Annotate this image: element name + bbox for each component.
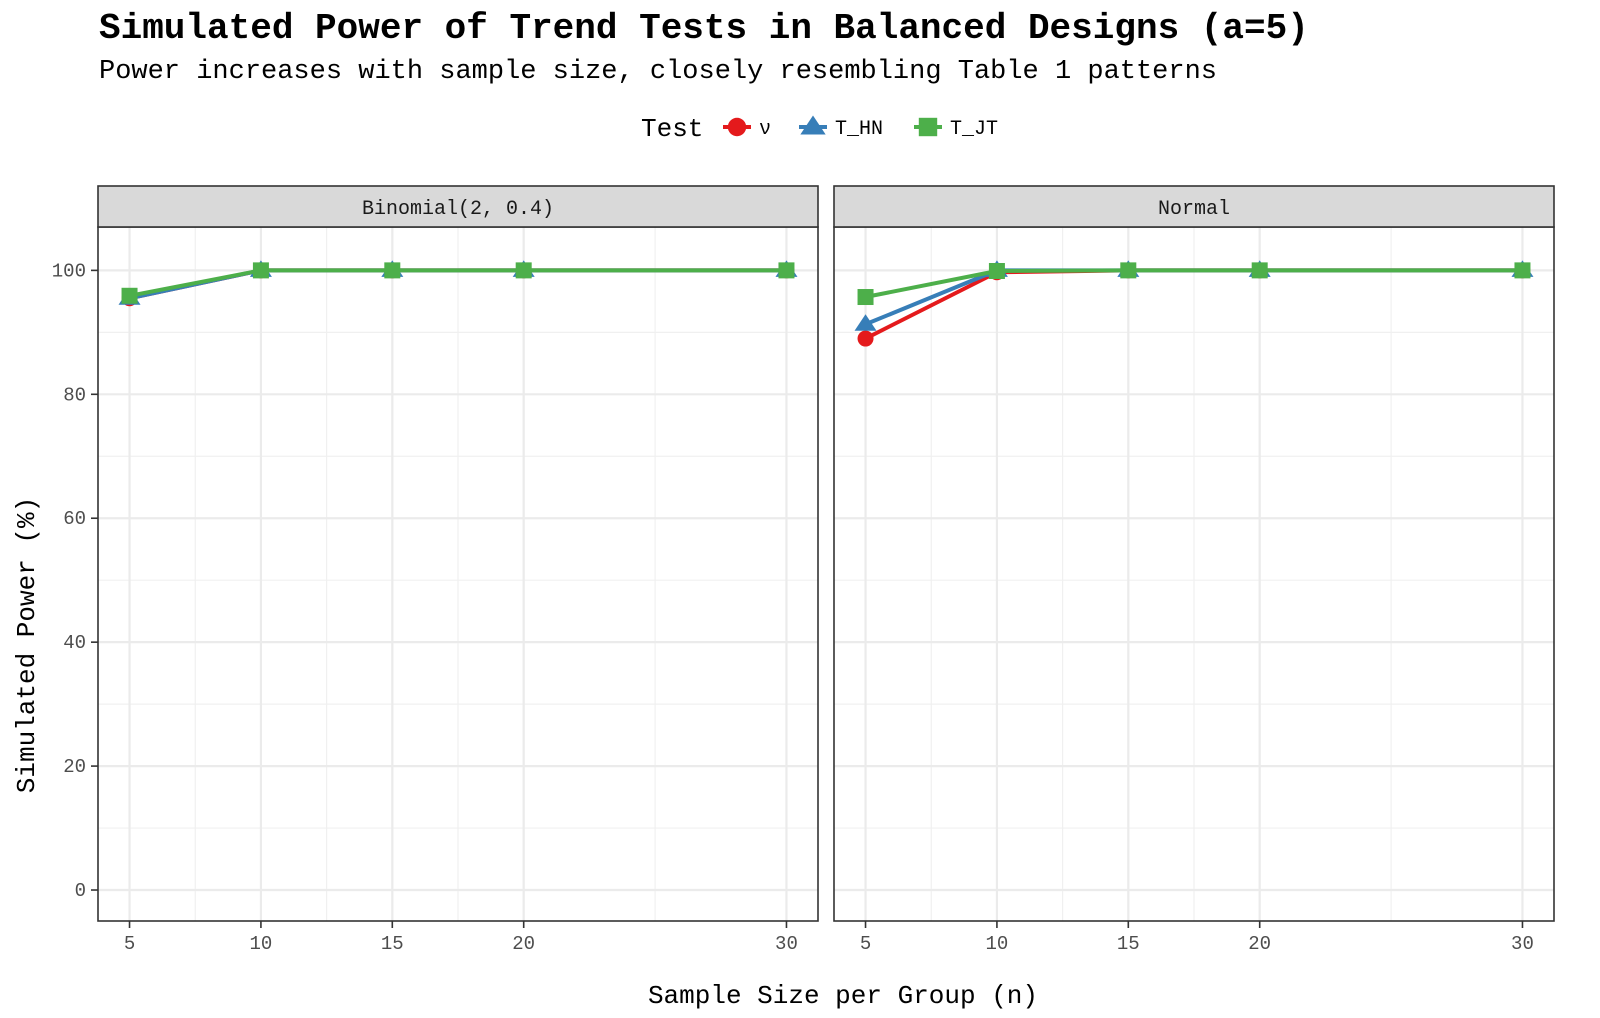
x-tick-label: 20: [512, 933, 535, 955]
x-axis-title: Sample Size per Group (n): [648, 981, 1038, 1011]
data-point-t-jt: [1251, 262, 1268, 279]
x-tick-label: 30: [775, 933, 798, 955]
legend-key-square: [918, 117, 938, 137]
panel-normal: Normal 5 10 15 20 30: [833, 185, 1555, 955]
facet-panels: Binomial(2, 0.4) 5 10 15 20 30 0 20 40 60 80 100 Nor…: [52, 185, 1555, 955]
legend-item-t-jt: T_JT: [914, 117, 998, 141]
x-tick-label: 10: [986, 933, 1009, 955]
data-point-t-jt: [384, 262, 401, 279]
data-point-t-jt: [857, 289, 874, 306]
y-tick-label: 80: [63, 384, 86, 406]
data-point-t-jt: [252, 262, 269, 279]
legend-title: Test: [641, 114, 703, 144]
data-point-t-jt: [515, 262, 532, 279]
y-tick-label: 100: [52, 260, 86, 282]
panel-binomial-2-0-4: Binomial(2, 0.4) 5 10 15 20 30 0 20 40 60 80 100: [52, 185, 819, 955]
legend-item-nu: ν: [723, 117, 771, 141]
legend-label-nu: ν: [759, 118, 771, 141]
legend-label-t-hn: T_HN: [835, 118, 883, 141]
legend-key-triangle: [800, 115, 826, 135]
y-axis-title: Simulated Power (%): [12, 497, 42, 793]
legend: Test ν T_HN T_JT: [641, 114, 998, 144]
facet-label: Binomial(2, 0.4): [362, 198, 554, 221]
y-tick-label: 40: [63, 632, 86, 654]
facet-label: Normal: [1158, 198, 1230, 221]
data-point-t-jt: [1120, 262, 1137, 279]
series-t-jt: [121, 262, 795, 304]
data-point-t-jt: [1514, 262, 1531, 279]
data-point-t-jt: [988, 262, 1005, 279]
x-tick-label: 15: [381, 933, 404, 955]
data-point-t-jt: [778, 262, 795, 279]
facet-strip: [97, 185, 819, 228]
y-tick-label: 60: [63, 508, 86, 530]
x-tick-label: 5: [860, 933, 871, 955]
legend-label-t-jt: T_JT: [950, 118, 998, 141]
x-tick-label: 30: [1511, 933, 1534, 955]
y-tick-label: 0: [75, 880, 86, 902]
legend-item-t-hn: T_HN: [799, 115, 883, 141]
chart-subtitle: Power increases with sample size, closel…: [99, 57, 1217, 87]
facet-strip: [833, 185, 1555, 228]
x-tick-label: 5: [124, 933, 135, 955]
series-t-jt: [857, 262, 1531, 306]
legend-key-circle: [727, 117, 747, 137]
x-tick-label: 20: [1248, 933, 1271, 955]
chart-title: Simulated Power of Trend Tests in Balanc…: [99, 8, 1309, 49]
x-tick-label: 10: [250, 933, 273, 955]
data-point-t-hn: [854, 314, 877, 331]
y-tick-label: 20: [63, 756, 86, 778]
x-tick-label: 15: [1117, 933, 1140, 955]
data-point-nu: [857, 330, 874, 347]
data-point-t-jt: [121, 287, 138, 304]
